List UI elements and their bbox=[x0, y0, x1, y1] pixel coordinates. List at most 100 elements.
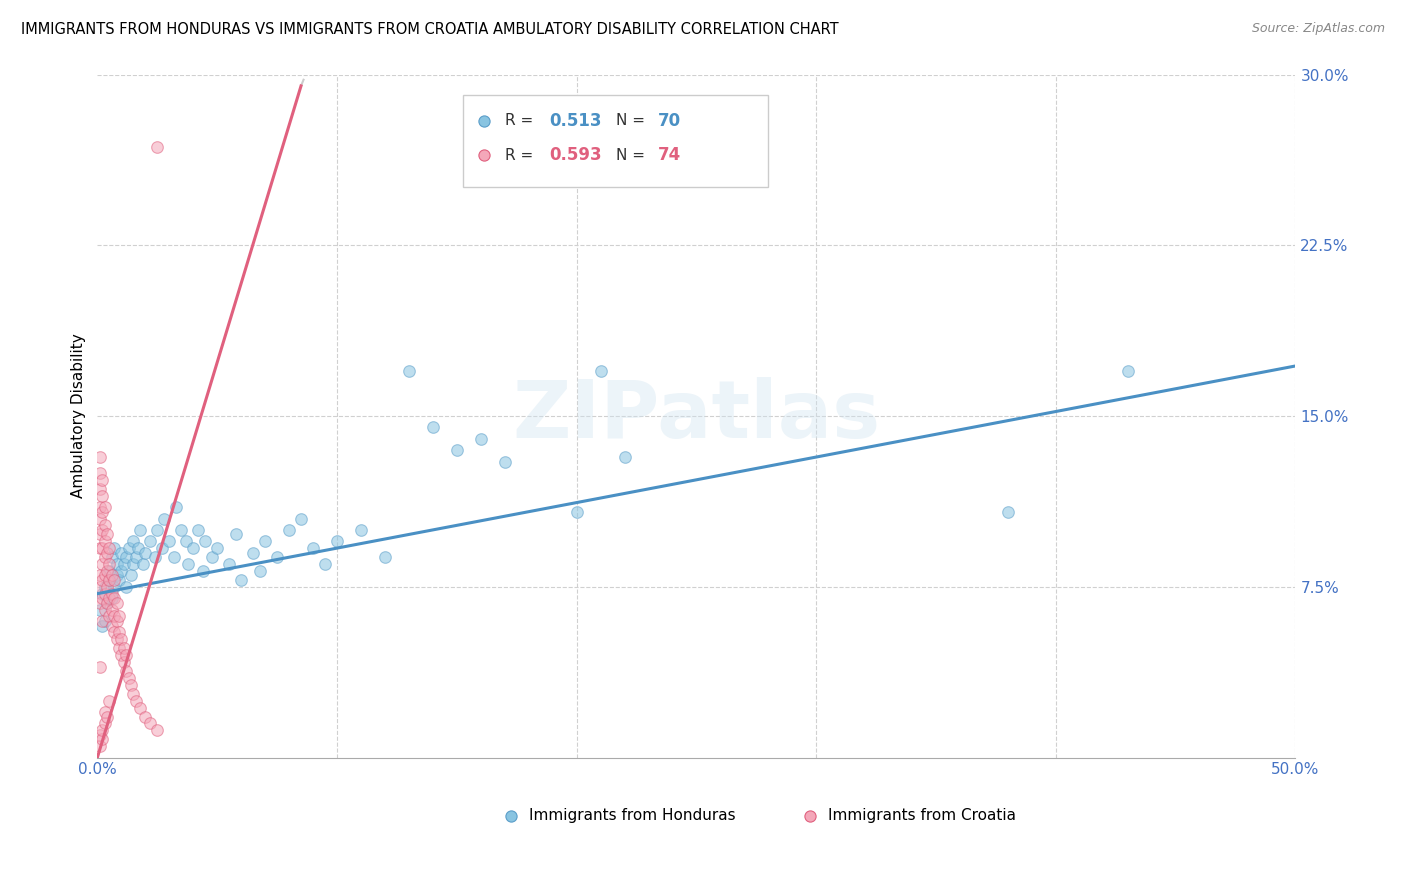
Text: ZIPatlas: ZIPatlas bbox=[512, 377, 880, 455]
Point bbox=[100, 618, 122, 632]
Point bbox=[89, 450, 111, 464]
Point bbox=[89, 580, 111, 594]
Point bbox=[254, 534, 277, 549]
Point bbox=[122, 557, 145, 571]
Text: 70: 70 bbox=[658, 112, 681, 130]
Point bbox=[290, 511, 312, 525]
Point bbox=[108, 573, 131, 587]
Point bbox=[170, 523, 193, 537]
Point bbox=[93, 550, 115, 565]
Point bbox=[108, 625, 131, 640]
Point bbox=[89, 511, 111, 525]
Text: R =: R = bbox=[505, 147, 538, 162]
Point bbox=[98, 591, 121, 606]
Point bbox=[91, 614, 114, 628]
Text: R =: R = bbox=[505, 113, 538, 128]
Point bbox=[93, 534, 115, 549]
Point bbox=[174, 534, 197, 549]
Point bbox=[129, 523, 152, 537]
Point bbox=[278, 523, 301, 537]
Point bbox=[89, 659, 111, 673]
Point bbox=[89, 500, 111, 515]
Point bbox=[143, 550, 166, 565]
FancyBboxPatch shape bbox=[463, 95, 768, 187]
Point bbox=[89, 568, 111, 582]
Point bbox=[117, 541, 139, 555]
Point bbox=[98, 564, 121, 578]
Point bbox=[98, 609, 121, 624]
Point bbox=[103, 573, 125, 587]
Point bbox=[105, 557, 128, 571]
Text: IMMIGRANTS FROM HONDURAS VS IMMIGRANTS FROM CROATIA AMBULATORY DISABILITY CORREL: IMMIGRANTS FROM HONDURAS VS IMMIGRANTS F… bbox=[21, 22, 839, 37]
Point bbox=[249, 564, 271, 578]
Point bbox=[177, 557, 200, 571]
Point bbox=[229, 573, 252, 587]
Point bbox=[157, 534, 180, 549]
Point bbox=[146, 140, 169, 154]
Point bbox=[96, 564, 118, 578]
Point bbox=[96, 596, 118, 610]
Point bbox=[187, 523, 209, 537]
Point bbox=[89, 739, 111, 754]
Text: 74: 74 bbox=[658, 146, 682, 164]
Point bbox=[105, 596, 128, 610]
Point bbox=[422, 420, 444, 434]
Point bbox=[91, 732, 114, 747]
Text: 0.513: 0.513 bbox=[548, 112, 602, 130]
Point bbox=[103, 580, 125, 594]
Point bbox=[103, 591, 125, 606]
Text: N =: N = bbox=[616, 113, 650, 128]
Point bbox=[103, 609, 125, 624]
Point bbox=[326, 534, 349, 549]
Point bbox=[100, 587, 122, 601]
Point bbox=[201, 550, 224, 565]
Point bbox=[91, 573, 114, 587]
Point bbox=[350, 523, 373, 537]
Point bbox=[153, 511, 176, 525]
Point bbox=[93, 716, 115, 731]
Point bbox=[163, 550, 186, 565]
Point bbox=[110, 546, 132, 560]
Point bbox=[93, 587, 115, 601]
Point bbox=[165, 500, 187, 515]
Point bbox=[1116, 363, 1139, 377]
Point bbox=[91, 591, 114, 606]
Point bbox=[494, 454, 516, 468]
Point bbox=[139, 716, 162, 731]
Point bbox=[589, 363, 612, 377]
Point bbox=[98, 573, 121, 587]
Point bbox=[146, 523, 169, 537]
Point bbox=[613, 450, 636, 464]
Point bbox=[115, 550, 138, 565]
Point bbox=[191, 564, 214, 578]
Point bbox=[98, 541, 121, 555]
Point bbox=[218, 557, 240, 571]
Point bbox=[129, 700, 152, 714]
Point bbox=[91, 505, 114, 519]
Point bbox=[314, 557, 336, 571]
Point bbox=[96, 546, 118, 560]
Point bbox=[374, 550, 396, 565]
Point bbox=[302, 541, 325, 555]
Point bbox=[103, 625, 125, 640]
Point bbox=[112, 641, 135, 656]
Point bbox=[205, 541, 228, 555]
Text: Immigrants from Croatia: Immigrants from Croatia bbox=[828, 808, 1017, 823]
Point bbox=[91, 489, 114, 503]
Point bbox=[181, 541, 204, 555]
Text: Immigrants from Honduras: Immigrants from Honduras bbox=[529, 808, 735, 823]
Point bbox=[93, 518, 115, 533]
Point bbox=[105, 614, 128, 628]
Point bbox=[100, 591, 122, 606]
Point bbox=[98, 557, 121, 571]
Point bbox=[146, 723, 169, 738]
Point bbox=[266, 550, 288, 565]
Point bbox=[91, 618, 114, 632]
Point bbox=[115, 580, 138, 594]
Point bbox=[150, 541, 173, 555]
Point bbox=[93, 500, 115, 515]
Point bbox=[125, 550, 148, 565]
Point bbox=[110, 564, 132, 578]
Point bbox=[110, 648, 132, 662]
Point bbox=[100, 568, 122, 582]
